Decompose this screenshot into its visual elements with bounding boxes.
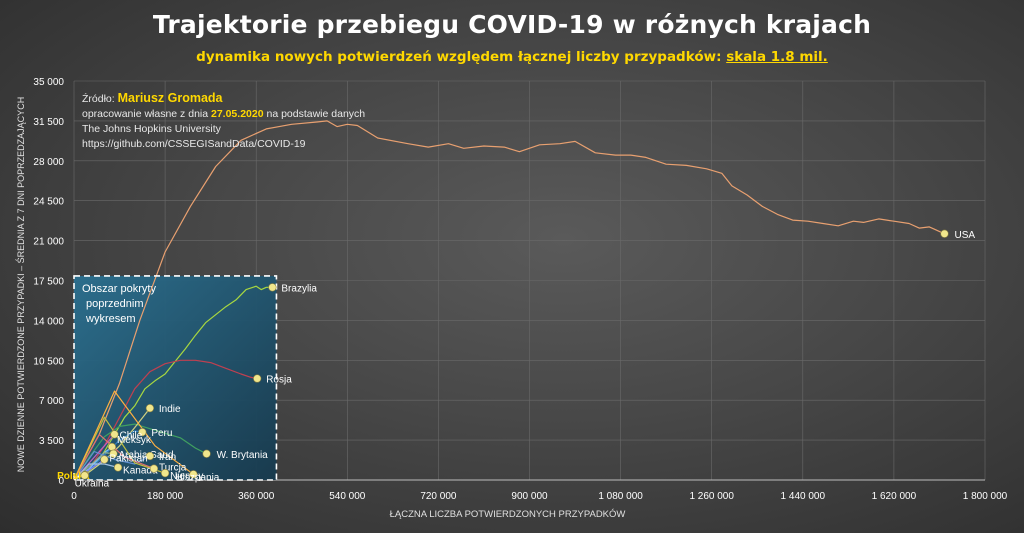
x-tick-label: 1 800 000 xyxy=(963,491,1008,502)
series-end-marker xyxy=(145,451,155,461)
series-end-marker xyxy=(100,455,109,464)
series-line xyxy=(73,463,119,481)
y-tick-label: 24 500 xyxy=(33,197,64,208)
series-label: Chile xyxy=(119,430,142,441)
chart-title: Trajektorie przebiegu COVID-19 w różnych… xyxy=(152,10,872,39)
series-label: Meksyk xyxy=(117,435,152,446)
series-line xyxy=(73,450,151,481)
series-label: Polska xyxy=(57,471,90,482)
series-label: Hiszpania xyxy=(175,472,219,483)
series-line xyxy=(73,416,166,481)
subtitle-main: dynamika nowych potwierdzeń względem łąc… xyxy=(196,49,727,65)
series-end-marker xyxy=(80,471,89,480)
x-tick-label: 900 000 xyxy=(511,491,548,502)
subtitle-scale: skala 1.8 mil. xyxy=(726,49,828,65)
y-tick-label: 17 500 xyxy=(33,277,64,288)
inset-border xyxy=(73,275,278,481)
source-line2-pre: opracowanie własne z dnia xyxy=(82,108,211,120)
inset-label-line: Obszar pokryty xyxy=(82,283,156,295)
series-label: Indie xyxy=(159,404,181,415)
series-end-marker xyxy=(940,229,949,238)
series-label: Niemcy xyxy=(170,471,203,482)
series-label: Brazylia xyxy=(281,283,317,294)
series-line xyxy=(73,120,945,481)
x-tick-label: 360 000 xyxy=(238,491,275,502)
series-label: Pakistan xyxy=(109,453,147,464)
x-tick-label: 540 000 xyxy=(329,491,366,502)
source-label: Źródło: xyxy=(82,93,118,105)
series-end-marker xyxy=(109,449,118,458)
y-tick-label: 31 500 xyxy=(33,117,64,128)
series-end-marker xyxy=(113,463,123,472)
source-line-1: Źródło: Mariusz Gromada xyxy=(82,91,365,107)
series-end-marker xyxy=(189,470,198,479)
series-end-marker xyxy=(149,464,159,473)
y-tick-label: 10 500 xyxy=(33,356,64,367)
series-label: W. Brytania xyxy=(217,450,269,461)
x-tick-label: 180 000 xyxy=(147,491,184,502)
series-end-marker xyxy=(145,404,155,413)
inset-label-line: poprzednim xyxy=(86,298,143,310)
x-tick-label: 1 440 000 xyxy=(781,491,826,502)
inset-label-line: wykresem xyxy=(85,313,136,325)
series-end-marker xyxy=(161,469,170,478)
y-tick-label: 28 000 xyxy=(33,157,64,168)
series-label: USA xyxy=(955,230,976,241)
y-tick-label: 21 000 xyxy=(33,237,64,248)
source-line2-post: na podstawie danych xyxy=(263,108,366,120)
y-tick-label: 3 500 xyxy=(39,436,64,447)
y-tick-label: 7 000 xyxy=(39,396,64,407)
x-axis-title: ŁĄCZNA LICZBA POTWIERDZONYCH PRZYPADKÓW xyxy=(390,509,626,520)
series-label: Ukraina xyxy=(75,478,110,489)
y-tick-label: 35 000 xyxy=(33,77,64,88)
series-end-marker xyxy=(110,430,119,439)
y-tick-label: 0 xyxy=(58,476,64,487)
x-tick-label: 0 xyxy=(71,491,77,502)
y-axis-title: NOWE DZIENNE POTWIERDZONE PRZYPADKI – ŚR… xyxy=(15,97,26,472)
series-end-marker xyxy=(268,283,277,292)
series-end-marker xyxy=(202,449,211,458)
chart-subtitle: dynamika nowych potwierdzeń względem łąc… xyxy=(0,49,1024,65)
series-line xyxy=(73,390,194,481)
series-label: Turcja xyxy=(159,463,187,474)
source-author: Mariusz Gromada xyxy=(117,91,223,105)
source-date: 27.05.2020 xyxy=(211,108,264,120)
series-label: Rosja xyxy=(266,375,292,386)
source-line-2: opracowanie własne z dnia 27.05.2020 na … xyxy=(82,107,365,122)
series-label: Kanada xyxy=(123,465,158,476)
source-line-4: https://github.com/CSSEGISandData/COVID-… xyxy=(82,138,306,150)
x-tick-label: 720 000 xyxy=(420,491,457,502)
series-line xyxy=(73,423,207,481)
series-end-marker xyxy=(107,442,117,452)
x-tick-label: 1 620 000 xyxy=(872,491,917,502)
x-tick-label: 1 260 000 xyxy=(689,491,734,502)
x-tick-label: 1 080 000 xyxy=(598,491,643,502)
y-tick-label: 14 000 xyxy=(33,316,64,327)
series-end-marker xyxy=(253,374,262,383)
source-note: Źródło: Mariusz Gromada opracowanie włas… xyxy=(82,91,365,152)
series-end-marker xyxy=(138,428,147,437)
series-label: Peru xyxy=(151,428,172,439)
source-line-3: The Johns Hopkins University xyxy=(82,123,221,135)
series-label: Iran xyxy=(159,452,176,463)
